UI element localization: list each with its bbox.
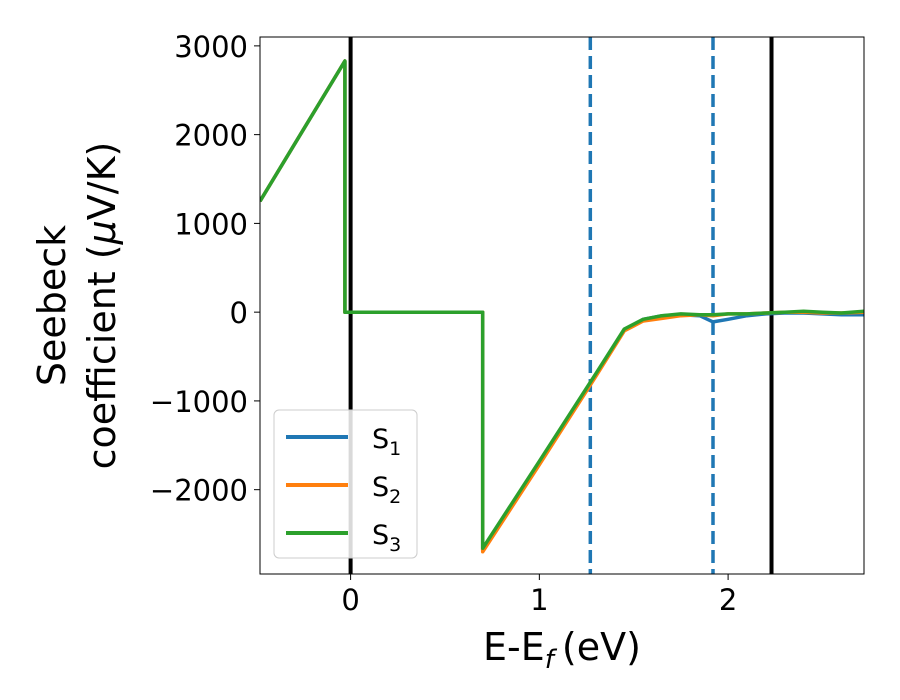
legend-label-s2: S2 xyxy=(372,472,401,508)
x-axis: 0 1 2 xyxy=(341,574,737,617)
x-axis-label-main: E-E xyxy=(483,625,545,669)
x-axis-label: E-Ef (eV) xyxy=(483,625,641,675)
y-tick-label: 2000 xyxy=(174,119,248,153)
y-axis-label-line2: coefficient (μV/K) xyxy=(80,142,124,470)
y-tick-label: 0 xyxy=(230,296,248,330)
x-tick-label: 1 xyxy=(530,583,548,617)
x-axis-label-unit: (eV) xyxy=(562,625,641,669)
y-tick-label: −1000 xyxy=(150,385,248,419)
y-axis-label: Seebeck coefficient (μV/K) xyxy=(30,142,124,470)
series-layer xyxy=(260,59,864,554)
legend: S1 S2 S3 xyxy=(273,409,418,559)
series-line-s3 xyxy=(260,59,864,551)
legend-label-s3: S3 xyxy=(372,520,401,556)
y-axis-label-pre: coefficient ( xyxy=(80,244,124,469)
y-axis-label-line1: Seebeck xyxy=(30,225,74,386)
x-tick-label: 2 xyxy=(719,583,737,617)
legend-label-s1: S1 xyxy=(372,424,401,460)
y-axis-label-mu: μ xyxy=(80,220,124,245)
y-tick-label: −2000 xyxy=(150,474,248,508)
y-tick-label: 1000 xyxy=(174,207,248,241)
y-axis-label-post: V/K) xyxy=(80,142,124,221)
x-axis-label-sub: f xyxy=(545,645,558,675)
plot-frame xyxy=(259,36,865,575)
y-axis: 3000 2000 1000 0 −1000 −2000 xyxy=(150,30,260,508)
y-tick-label: 3000 xyxy=(174,30,248,64)
x-tick-label: 0 xyxy=(341,583,359,617)
